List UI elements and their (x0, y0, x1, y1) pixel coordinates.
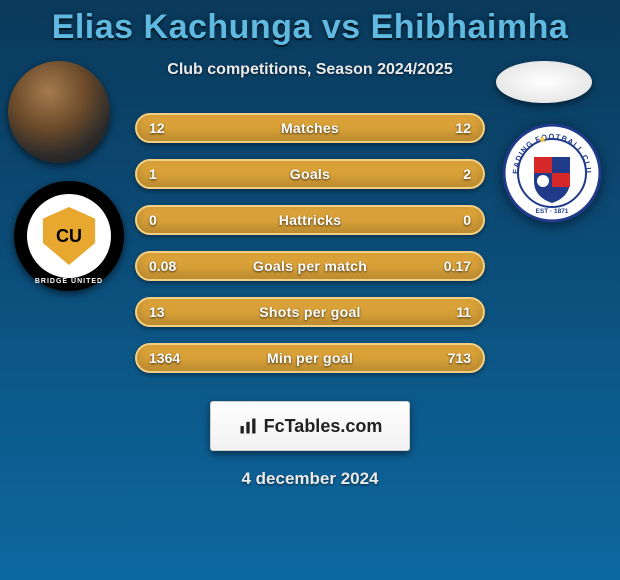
player-right-avatar-placeholder (496, 61, 592, 103)
club-left-initials: CU (56, 226, 82, 247)
stat-left-value: 1364 (149, 345, 180, 371)
stat-row: 13 Shots per goal 11 (135, 297, 485, 327)
stat-row: 1364 Min per goal 713 (135, 343, 485, 373)
stat-left-value: 12 (149, 115, 165, 141)
stat-label: Matches (281, 120, 339, 136)
stat-right-value: 11 (456, 299, 471, 325)
stat-right-value: 0 (463, 207, 471, 233)
stat-label: Goals per match (253, 258, 367, 274)
stat-row: 0.08 Goals per match 0.17 (135, 251, 485, 281)
stat-left-value: 0.08 (149, 253, 176, 279)
stat-label: Min per goal (267, 350, 353, 366)
stat-right-value: 713 (448, 345, 471, 371)
stat-left-value: 0 (149, 207, 157, 233)
date: 4 december 2024 (0, 469, 620, 489)
stat-row: 1 Goals 2 (135, 159, 485, 189)
club-left-shield: CU (40, 207, 98, 265)
club-left-ring-text: BRIDGE UNITED (14, 278, 124, 285)
comparison-card: Elias Kachunga vs Ehibhaimha Club compet… (0, 0, 620, 489)
stat-row: 12 Matches 12 (135, 113, 485, 143)
chart-bars-icon (238, 416, 258, 436)
stat-left-value: 13 (149, 299, 165, 325)
stat-right-value: 12 (455, 115, 471, 141)
stat-label: Shots per goal (259, 304, 360, 320)
fctables-label: FcTables.com (264, 416, 383, 437)
club-left-badge: CU BRIDGE UNITED (14, 181, 124, 291)
club-right-svg: READING FOOTBALL CLUB EST · 1871 (502, 123, 602, 223)
fctables-badge[interactable]: FcTables.com (210, 401, 410, 451)
stat-left-value: 1 (149, 161, 157, 187)
stat-right-value: 0.17 (444, 253, 471, 279)
stats-region: CU BRIDGE UNITED READING FOOTBALL CLUB E… (0, 113, 620, 383)
club-left-inner: CU (27, 194, 111, 278)
stat-label: Hattricks (279, 212, 342, 228)
stat-bars: 12 Matches 12 1 Goals 2 0 Hattricks 0 0.… (135, 113, 485, 389)
player-left-avatar (8, 61, 110, 163)
stat-label: Goals (290, 166, 330, 182)
stat-right-value: 2 (463, 161, 471, 187)
club-right-badge: READING FOOTBALL CLUB EST · 1871 (502, 123, 602, 223)
page-title: Elias Kachunga vs Ehibhaimha (0, 8, 620, 47)
club-right-est: EST · 1871 (536, 208, 569, 215)
stat-row: 0 Hattricks 0 (135, 205, 485, 235)
